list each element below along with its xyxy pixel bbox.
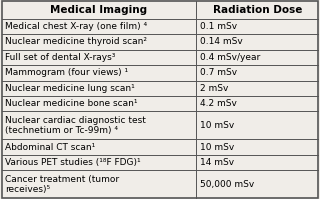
- Text: Nuclear medicine lung scan¹: Nuclear medicine lung scan¹: [5, 84, 134, 93]
- Text: 10 mSv: 10 mSv: [200, 142, 234, 151]
- Text: 0.4 mSv/year: 0.4 mSv/year: [200, 53, 260, 62]
- Text: Medical Imaging: Medical Imaging: [51, 5, 148, 15]
- Text: Cancer treatment (tumor
receives)⁵: Cancer treatment (tumor receives)⁵: [5, 175, 119, 194]
- Text: Various PET studies (¹⁸F FDG)¹: Various PET studies (¹⁸F FDG)¹: [5, 158, 140, 167]
- Text: Nuclear medicine bone scan¹: Nuclear medicine bone scan¹: [5, 99, 137, 108]
- Text: 4.2 mSv: 4.2 mSv: [200, 99, 236, 108]
- Text: 14 mSv: 14 mSv: [200, 158, 234, 167]
- Text: 50,000 mSv: 50,000 mSv: [200, 180, 254, 189]
- Text: Medical chest X-ray (one film) ⁴: Medical chest X-ray (one film) ⁴: [5, 22, 147, 31]
- Text: 0.1 mSv: 0.1 mSv: [200, 22, 237, 31]
- Text: Full set of dental X-rays³: Full set of dental X-rays³: [5, 53, 115, 62]
- Text: Nuclear cardiac diagnostic test
(technetium or Tc-99m) ⁴: Nuclear cardiac diagnostic test (technet…: [5, 116, 146, 135]
- Text: 0.14 mSv: 0.14 mSv: [200, 37, 242, 46]
- Text: 0.7 mSv: 0.7 mSv: [200, 68, 237, 77]
- Text: 10 mSv: 10 mSv: [200, 121, 234, 130]
- Text: Abdominal CT scan¹: Abdominal CT scan¹: [5, 142, 95, 151]
- Text: Mammogram (four views) ¹: Mammogram (four views) ¹: [5, 68, 128, 77]
- Text: Radiation Dose: Radiation Dose: [213, 5, 302, 15]
- Text: 2 mSv: 2 mSv: [200, 84, 228, 93]
- Text: Nuclear medicine thyroid scan²: Nuclear medicine thyroid scan²: [5, 37, 147, 46]
